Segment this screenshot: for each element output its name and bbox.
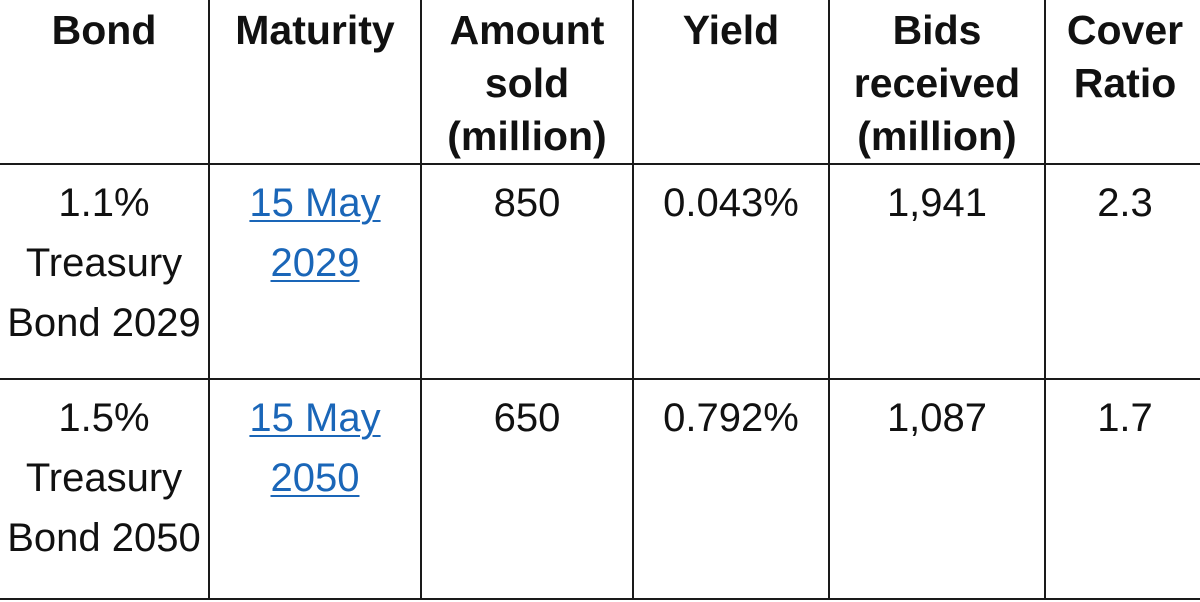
header-yield: Yield	[632, 0, 830, 165]
cell-bids-received: 1,087	[828, 378, 1046, 600]
cell-amount-sold: 850	[420, 163, 634, 380]
cell-cover-ratio: 1.7	[1044, 378, 1200, 600]
cell-yield: 0.043%	[632, 163, 830, 380]
cell-cover-ratio: 2.3	[1044, 163, 1200, 380]
cell-bond: 1.1% Treasury Bond 2029	[0, 163, 210, 380]
table-row: 1.1% Treasury Bond 2029 15 May 2029 850 …	[0, 163, 1200, 380]
maturity-link[interactable]: 15 May 2050	[249, 396, 381, 500]
table-header-row: Bond Maturity Amount sold (million) Yiel…	[0, 0, 1200, 165]
maturity-link[interactable]: 15 May 2029	[249, 181, 381, 285]
header-cover-ratio: Cover Ratio	[1044, 0, 1200, 165]
header-maturity: Maturity	[208, 0, 422, 165]
cell-maturity: 15 May 2050	[208, 378, 422, 600]
header-bids-received: Bids received (million)	[828, 0, 1046, 165]
cell-bids-received: 1,941	[828, 163, 1046, 380]
cell-maturity: 15 May 2029	[208, 163, 422, 380]
header-amount-sold: Amount sold (million)	[420, 0, 634, 165]
table-row: 1.5% Treasury Bond 2050 15 May 2050 650 …	[0, 378, 1200, 600]
cell-yield: 0.792%	[632, 378, 830, 600]
cell-amount-sold: 650	[420, 378, 634, 600]
header-bond: Bond	[0, 0, 210, 165]
cell-bond: 1.5% Treasury Bond 2050	[0, 378, 210, 600]
